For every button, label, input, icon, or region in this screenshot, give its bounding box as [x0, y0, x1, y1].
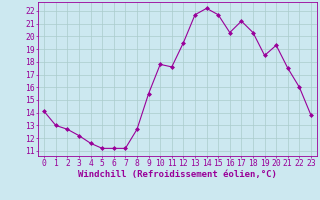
X-axis label: Windchill (Refroidissement éolien,°C): Windchill (Refroidissement éolien,°C) [78, 170, 277, 179]
